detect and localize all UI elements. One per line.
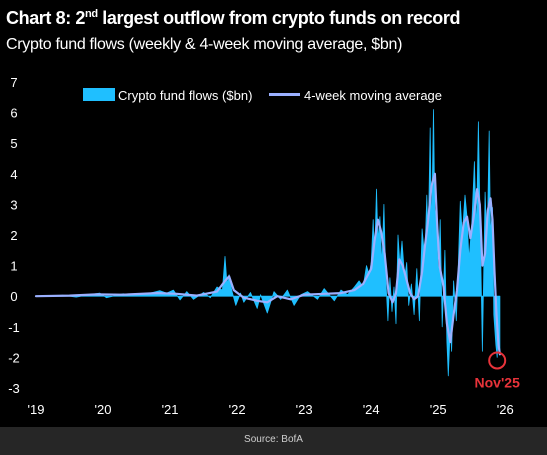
legend-label-moving-average: 4-week moving average bbox=[304, 88, 442, 103]
chart-title-rest: largest outflow from crypto funds on rec… bbox=[97, 8, 461, 28]
y-tick-label: 7 bbox=[10, 75, 17, 90]
y-tick-label: 0 bbox=[10, 289, 17, 304]
y-tick-label: -2 bbox=[8, 350, 20, 365]
x-tick-label: '19 bbox=[28, 402, 45, 417]
y-tick-label: 2 bbox=[10, 228, 17, 243]
y-tick-label: -1 bbox=[8, 320, 20, 335]
x-tick-label: '25 bbox=[430, 402, 447, 417]
y-tick-label: 4 bbox=[10, 167, 17, 182]
legend-swatch-weekly-flows bbox=[83, 88, 115, 101]
chart-title-superscript: nd bbox=[85, 8, 98, 20]
nov25-highlight-circle bbox=[488, 351, 507, 370]
chart-plot: Crypto fund flows ($bn) 4-week moving av… bbox=[8, 75, 521, 417]
y-tick-label: 6 bbox=[10, 106, 17, 121]
x-tick-label: '20 bbox=[95, 402, 112, 417]
chart-title: Chart 8: 2nd largest outflow from crypto… bbox=[6, 8, 460, 29]
chart-title-main: Chart 8: 2 bbox=[6, 8, 86, 28]
footer-bar bbox=[0, 427, 547, 455]
legend-label-weekly-flows: Crypto fund flows ($bn) bbox=[118, 88, 252, 103]
source-note: Source: BofA bbox=[244, 434, 303, 445]
x-tick-label: '22 bbox=[229, 402, 246, 417]
moving-average-line bbox=[34, 172, 501, 356]
weekly-flows-area bbox=[35, 109, 501, 377]
x-tick-label: '23 bbox=[296, 402, 313, 417]
x-tick-label: '26 bbox=[497, 402, 514, 417]
chart-subtitle: Crypto fund flows (weekly & 4-week movin… bbox=[6, 36, 403, 53]
y-tick-label: 5 bbox=[10, 136, 17, 151]
y-tick-label: 3 bbox=[10, 197, 17, 212]
y-tick-label: -3 bbox=[8, 381, 20, 396]
chart-legend: Crypto fund flows ($bn) 4-week moving av… bbox=[83, 88, 442, 103]
x-tick-label: '21 bbox=[162, 402, 179, 417]
y-tick-label: 1 bbox=[10, 259, 17, 274]
x-tick-label: '24 bbox=[363, 402, 380, 417]
nov25-annotation-label: Nov'25 bbox=[475, 374, 521, 390]
